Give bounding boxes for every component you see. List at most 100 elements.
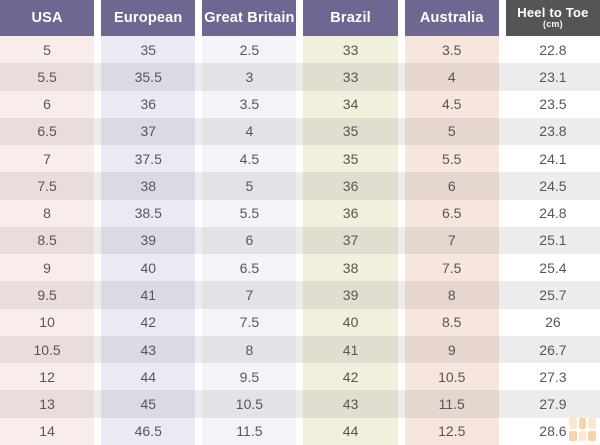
table-cell: 46.5 [101,417,196,445]
table-cell: 27.9 [505,390,600,418]
table-cell: 33 [303,36,398,64]
table-row: 8.5 39 6 37 7 25.1 [0,226,600,255]
table-cell: 7 [404,226,499,255]
table-cell: 3.5 [202,90,297,118]
watermark-grid-icon [568,417,597,442]
table-cell: 7.5 [202,308,297,336]
table-cell: 25.7 [505,281,600,309]
table-cell: 6.5 [404,199,499,227]
table-cell: 10.5 [404,363,499,391]
table-row: 9.5 41 7 39 8 25.7 [0,281,600,309]
table-cell: 7 [0,145,95,173]
table-cell: 43 [101,335,196,364]
table-cell: 26 [505,308,600,336]
table-row: 7.5 38 5 36 6 24.5 [0,172,600,200]
table-cell: 12.5 [404,417,499,445]
table-cell: 8.5 [404,308,499,336]
table-cell: 22.8 [505,36,600,64]
table-cell: 42 [303,363,398,391]
table-cell: 35 [303,117,398,146]
table-cell: 14 [0,417,95,445]
table-cell: 23.8 [505,117,600,146]
table-cell: 35 [303,145,398,173]
table-row: 9 40 6.5 38 7.5 25.4 [0,254,600,282]
table-cell: 24.5 [505,172,600,200]
table-cell: 5.5 [0,63,95,91]
table-cell: 12 [0,363,95,391]
table-cell: 5 [404,117,499,146]
table-row: 8 38.5 5.5 36 6.5 24.8 [0,199,600,227]
table-cell: 2.5 [202,36,297,64]
table-row: 5 35 2.5 33 3.5 22.8 [0,36,600,64]
table-cell: 10.5 [0,335,95,364]
table-row: 10.5 43 8 41 9 26.7 [0,335,600,364]
table-cell: 37 [101,117,196,146]
table-cell: 8.5 [0,226,95,255]
table-cell: 34 [303,90,398,118]
table-cell: 5.5 [404,145,499,173]
table-row: 5.5 35.5 3 33 4 23.1 [0,63,600,91]
table-cell: 8 [202,335,297,364]
table-cell: 8 [0,199,95,227]
table-cell: 25.1 [505,226,600,255]
table-cell: 39 [101,226,196,255]
table-cell: 24.1 [505,145,600,173]
table-cell: 5.5 [202,199,297,227]
table-cell: 10.5 [202,390,297,418]
heel-to-toe-unit: (cm) [543,19,563,30]
table-cell: 6 [404,172,499,200]
table-cell: 4 [404,63,499,91]
table-cell: 3.5 [404,36,499,64]
table-cell: 4.5 [202,145,297,173]
table-row: 14 46.5 11.5 44 12.5 28.6 [0,417,600,445]
table-cell: 28.6 [505,417,600,445]
table-cell: 43 [303,390,398,418]
table-cell: 5 [0,36,95,64]
table-cell: 3 [202,63,297,91]
table-cell: 45 [101,390,196,418]
column-header-brazil: Brazil [303,0,398,36]
table-cell: 11.5 [202,417,297,445]
table-cell: 37.5 [101,145,196,173]
column-header-great-britain: Great Britain [202,0,297,36]
table-cell: 38 [101,172,196,200]
table-cell: 25.4 [505,254,600,282]
table-cell: 36 [303,199,398,227]
table-cell: 9 [0,254,95,282]
table-cell: 6.5 [202,254,297,282]
table-cell: 5 [202,172,297,200]
table-row: 7 37.5 4.5 35 5.5 24.1 [0,145,600,173]
table-cell: 7 [202,281,297,309]
column-header-usa: USA [0,0,95,36]
table-cell: 41 [303,335,398,364]
table-cell: 40 [101,254,196,282]
table-row: 12 44 9.5 42 10.5 27.3 [0,363,600,391]
table-cell: 6 [0,90,95,118]
table-cell: 11.5 [404,390,499,418]
table-cell: 36 [303,172,398,200]
table-cell: 23.5 [505,90,600,118]
table-cell: 7.5 [404,254,499,282]
column-header-heel-to-toe: Heel to Toe (cm) [505,0,600,36]
table-cell: 38 [303,254,398,282]
table-header-row: USA European Great Britain Brazil Austra… [0,0,600,36]
table-row: 13 45 10.5 43 11.5 27.9 [0,390,600,418]
table-cell: 41 [101,281,196,309]
table-cell: 9.5 [0,281,95,309]
table-cell: 13 [0,390,95,418]
table-cell: 9 [404,335,499,364]
table-cell: 35.5 [101,63,196,91]
table-cell: 7.5 [0,172,95,200]
table-cell: 44 [101,363,196,391]
column-header-european: European [101,0,196,36]
table-row: 6.5 37 4 35 5 23.8 [0,117,600,146]
table-cell: 38.5 [101,199,196,227]
table-cell: 9.5 [202,363,297,391]
table-row: 10 42 7.5 40 8.5 26 [0,308,600,336]
table-cell: 23.1 [505,63,600,91]
table-cell: 33 [303,63,398,91]
table-cell: 37 [303,226,398,255]
table-cell: 35 [101,36,196,64]
table-cell: 8 [404,281,499,309]
